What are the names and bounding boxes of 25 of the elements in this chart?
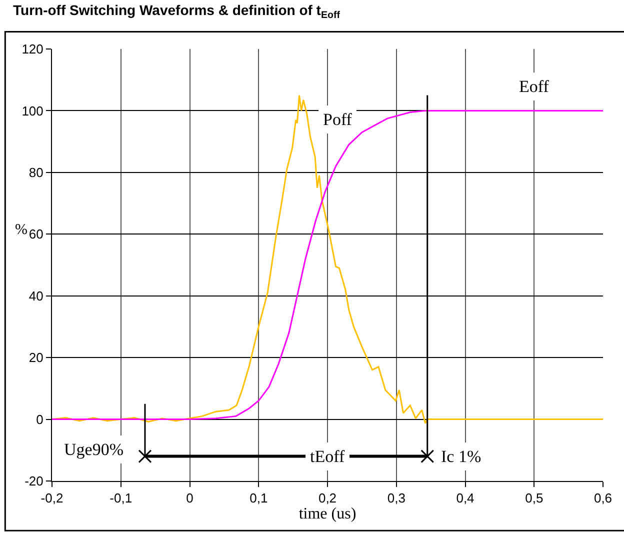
y-tick-label: 40 [28,288,44,304]
x-tick-label: 0,2 [318,490,337,506]
x-tick-label: -0,2 [40,490,64,506]
x-tick-label: 0,6 [594,490,612,506]
x-tick-label: 0 [186,490,194,506]
y-tick-label: 20 [28,350,44,366]
annotation: tEoff [310,447,345,466]
annotation: Eoff [519,77,550,96]
x-tick-label: 0,1 [250,490,268,506]
annotation: Ic 1% [441,447,482,466]
annotation: Uge90% [64,440,124,459]
y-tick-label: 120 [22,42,44,57]
annotation: Poff [323,110,352,129]
x-tick-label: -0,1 [110,490,132,506]
y-tick-label: 100 [22,103,44,118]
x-tick-label: 0,5 [525,490,544,506]
y-tick-label: 80 [28,164,44,180]
y-tick-label: 60 [28,226,44,242]
x-axis-title: time (us) [298,506,356,523]
y-tick-label: 0 [36,412,44,427]
y-tick-label: -20 [24,474,44,489]
chart-title: Turn-off Switching Waveforms & definition of t$_{Eoff}$ [13,2,341,21]
y-axis-title: % [15,222,28,238]
x-tick-label: 0,4 [456,490,474,506]
x-tick-label: 0,3 [387,490,406,506]
